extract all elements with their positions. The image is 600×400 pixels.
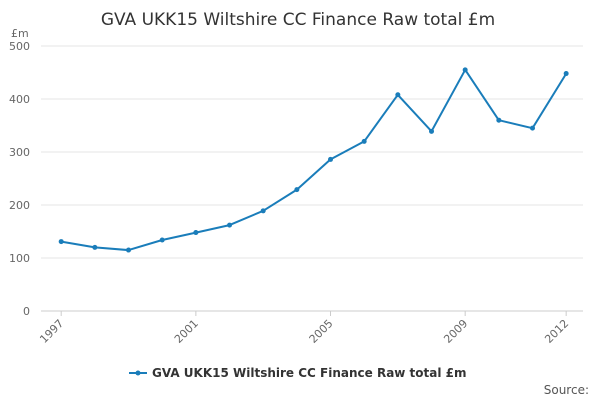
- series-line: [61, 68, 568, 252]
- data-point[interactable]: [126, 247, 132, 253]
- y-tick-label: 100: [9, 252, 30, 265]
- y-axis-unit-label: £m: [11, 27, 29, 40]
- data-point[interactable]: [563, 71, 569, 77]
- grid: [41, 45, 583, 312]
- y-tick-label: 0: [23, 305, 30, 318]
- data-point[interactable]: [395, 92, 401, 98]
- source-label[interactable]: Source:: [544, 383, 589, 397]
- series-layer: [58, 67, 569, 253]
- legend-marker: [135, 370, 141, 376]
- data-point[interactable]: [294, 187, 300, 193]
- data-point[interactable]: [462, 67, 468, 73]
- data-point[interactable]: [193, 230, 199, 236]
- x-tick-label: 2005: [307, 317, 336, 346]
- y-tick-label: 500: [9, 40, 30, 53]
- chart-title: GVA UKK15 Wiltshire CC Finance Raw total…: [101, 10, 495, 30]
- data-point[interactable]: [260, 208, 266, 214]
- data-point[interactable]: [159, 237, 165, 243]
- data-point[interactable]: [58, 239, 64, 245]
- legend-label: GVA UKK15 Wiltshire CC Finance Raw total…: [152, 366, 467, 380]
- data-point[interactable]: [227, 222, 233, 228]
- x-tick-label: 2001: [172, 317, 201, 346]
- x-axis-ticks: 1997 2001 2005 2009 2012: [37, 311, 571, 346]
- data-point[interactable]: [361, 138, 367, 144]
- data-point[interactable]: [328, 156, 334, 162]
- y-tick-label: 200: [9, 199, 30, 212]
- y-tick-label: 300: [9, 146, 30, 159]
- data-point[interactable]: [530, 125, 536, 131]
- data-point[interactable]: [496, 117, 502, 123]
- x-tick-label: 2009: [441, 317, 470, 346]
- x-tick-label: 2012: [542, 317, 571, 346]
- legend[interactable]: GVA UKK15 Wiltshire CC Finance Raw total…: [129, 366, 467, 380]
- x-tick-label: 1997: [37, 317, 66, 346]
- data-point[interactable]: [429, 128, 435, 134]
- data-point[interactable]: [92, 244, 98, 250]
- y-tick-label: 400: [9, 93, 30, 106]
- y-axis-ticks: 0 100 200 300 400 500: [9, 40, 30, 318]
